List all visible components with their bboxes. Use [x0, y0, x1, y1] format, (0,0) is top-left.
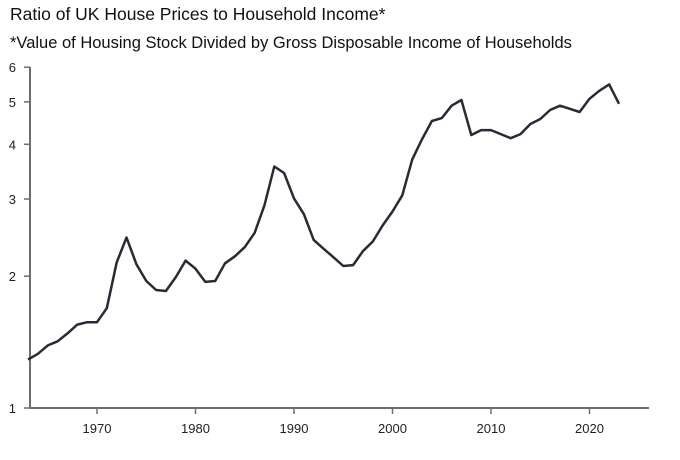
chart-subtitle: *Value of Housing Stock Divided by Gross…	[10, 34, 572, 52]
x-tick-label: 2000	[378, 421, 407, 436]
y-tick-label: 4	[9, 137, 16, 152]
y-tick-label: 2	[9, 269, 16, 284]
x-tick-label: 2010	[477, 421, 506, 436]
x-tick-label: 2020	[575, 421, 604, 436]
chart-title: Ratio of UK House Prices to Household In…	[10, 4, 386, 24]
x-tick-label: 1970	[83, 421, 112, 436]
axes: 1 2 3 4 5 6 1970 1980 1990 2000 2010 2020	[9, 60, 649, 436]
y-tick-label: 1	[9, 401, 16, 416]
y-tick-label: 5	[9, 95, 16, 110]
series-line	[27, 83, 621, 361]
y-tick-label: 6	[9, 60, 16, 75]
series-marks	[27, 83, 621, 361]
y-tick-label: 3	[9, 192, 16, 207]
x-tick-label: 1980	[181, 421, 210, 436]
x-tick-label: 1990	[280, 421, 309, 436]
